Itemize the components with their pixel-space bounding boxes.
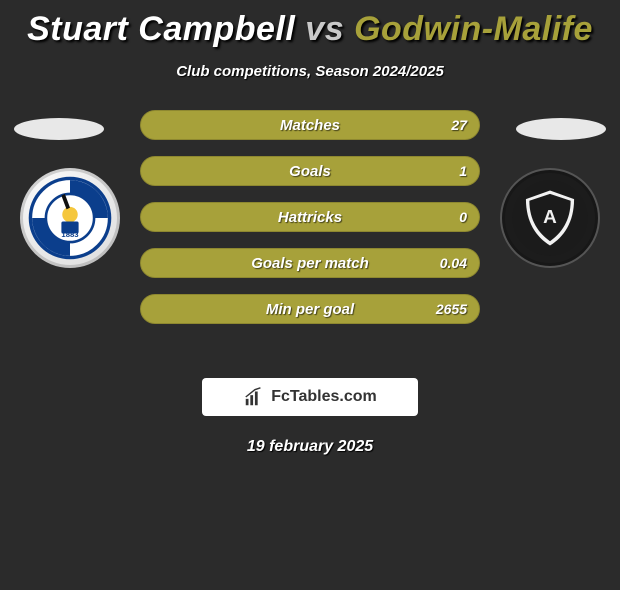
shield-icon: A <box>507 175 593 261</box>
stat-right-value: 2655 <box>436 301 467 317</box>
stat-row-matches: Matches 27 <box>140 110 480 140</box>
stat-row-min-per-goal: Min per goal 2655 <box>140 294 480 324</box>
stat-row-goals: Goals 1 <box>140 156 480 186</box>
player2-name: Godwin-Malife <box>354 10 593 48</box>
stat-row-hattricks: Hattricks 0 <box>140 202 480 232</box>
player2-club-badge: A <box>500 168 600 268</box>
stat-label: Matches <box>280 117 340 134</box>
svg-text:1883: 1883 <box>61 230 79 239</box>
subtitle: Club competitions, Season 2024/2025 <box>0 63 620 80</box>
chart-icon <box>243 386 265 408</box>
player1-name: Stuart Campbell <box>27 10 295 48</box>
bristol-rovers-icon: 1883 <box>27 175 113 261</box>
stat-label: Min per goal <box>266 301 354 318</box>
stat-label: Hattricks <box>278 209 342 226</box>
svg-text:A: A <box>543 207 557 228</box>
stat-label: Goals <box>289 163 331 180</box>
stat-right-value: 1 <box>459 163 467 179</box>
logo-text: FcTables.com <box>271 388 377 406</box>
stat-row-goals-per-match: Goals per match 0.04 <box>140 248 480 278</box>
date-text: 19 february 2025 <box>0 438 620 456</box>
player1-club-badge: 1883 <box>20 168 120 268</box>
player2-ellipse <box>516 118 606 140</box>
stat-label: Goals per match <box>251 255 369 272</box>
stat-right-value: 27 <box>451 117 467 133</box>
vs-text: vs <box>305 10 344 48</box>
stat-right-value: 0.04 <box>440 255 467 271</box>
player1-ellipse <box>14 118 104 140</box>
stats-area: 1883 A Matches 27 Goals 1 Hattricks 0 G <box>0 110 620 360</box>
comparison-title: Stuart Campbell vs Godwin-Malife <box>0 10 620 49</box>
stat-rows: Matches 27 Goals 1 Hattricks 0 Goals per… <box>140 110 480 324</box>
fctables-logo: FcTables.com <box>202 378 418 416</box>
stat-right-value: 0 <box>459 209 467 225</box>
